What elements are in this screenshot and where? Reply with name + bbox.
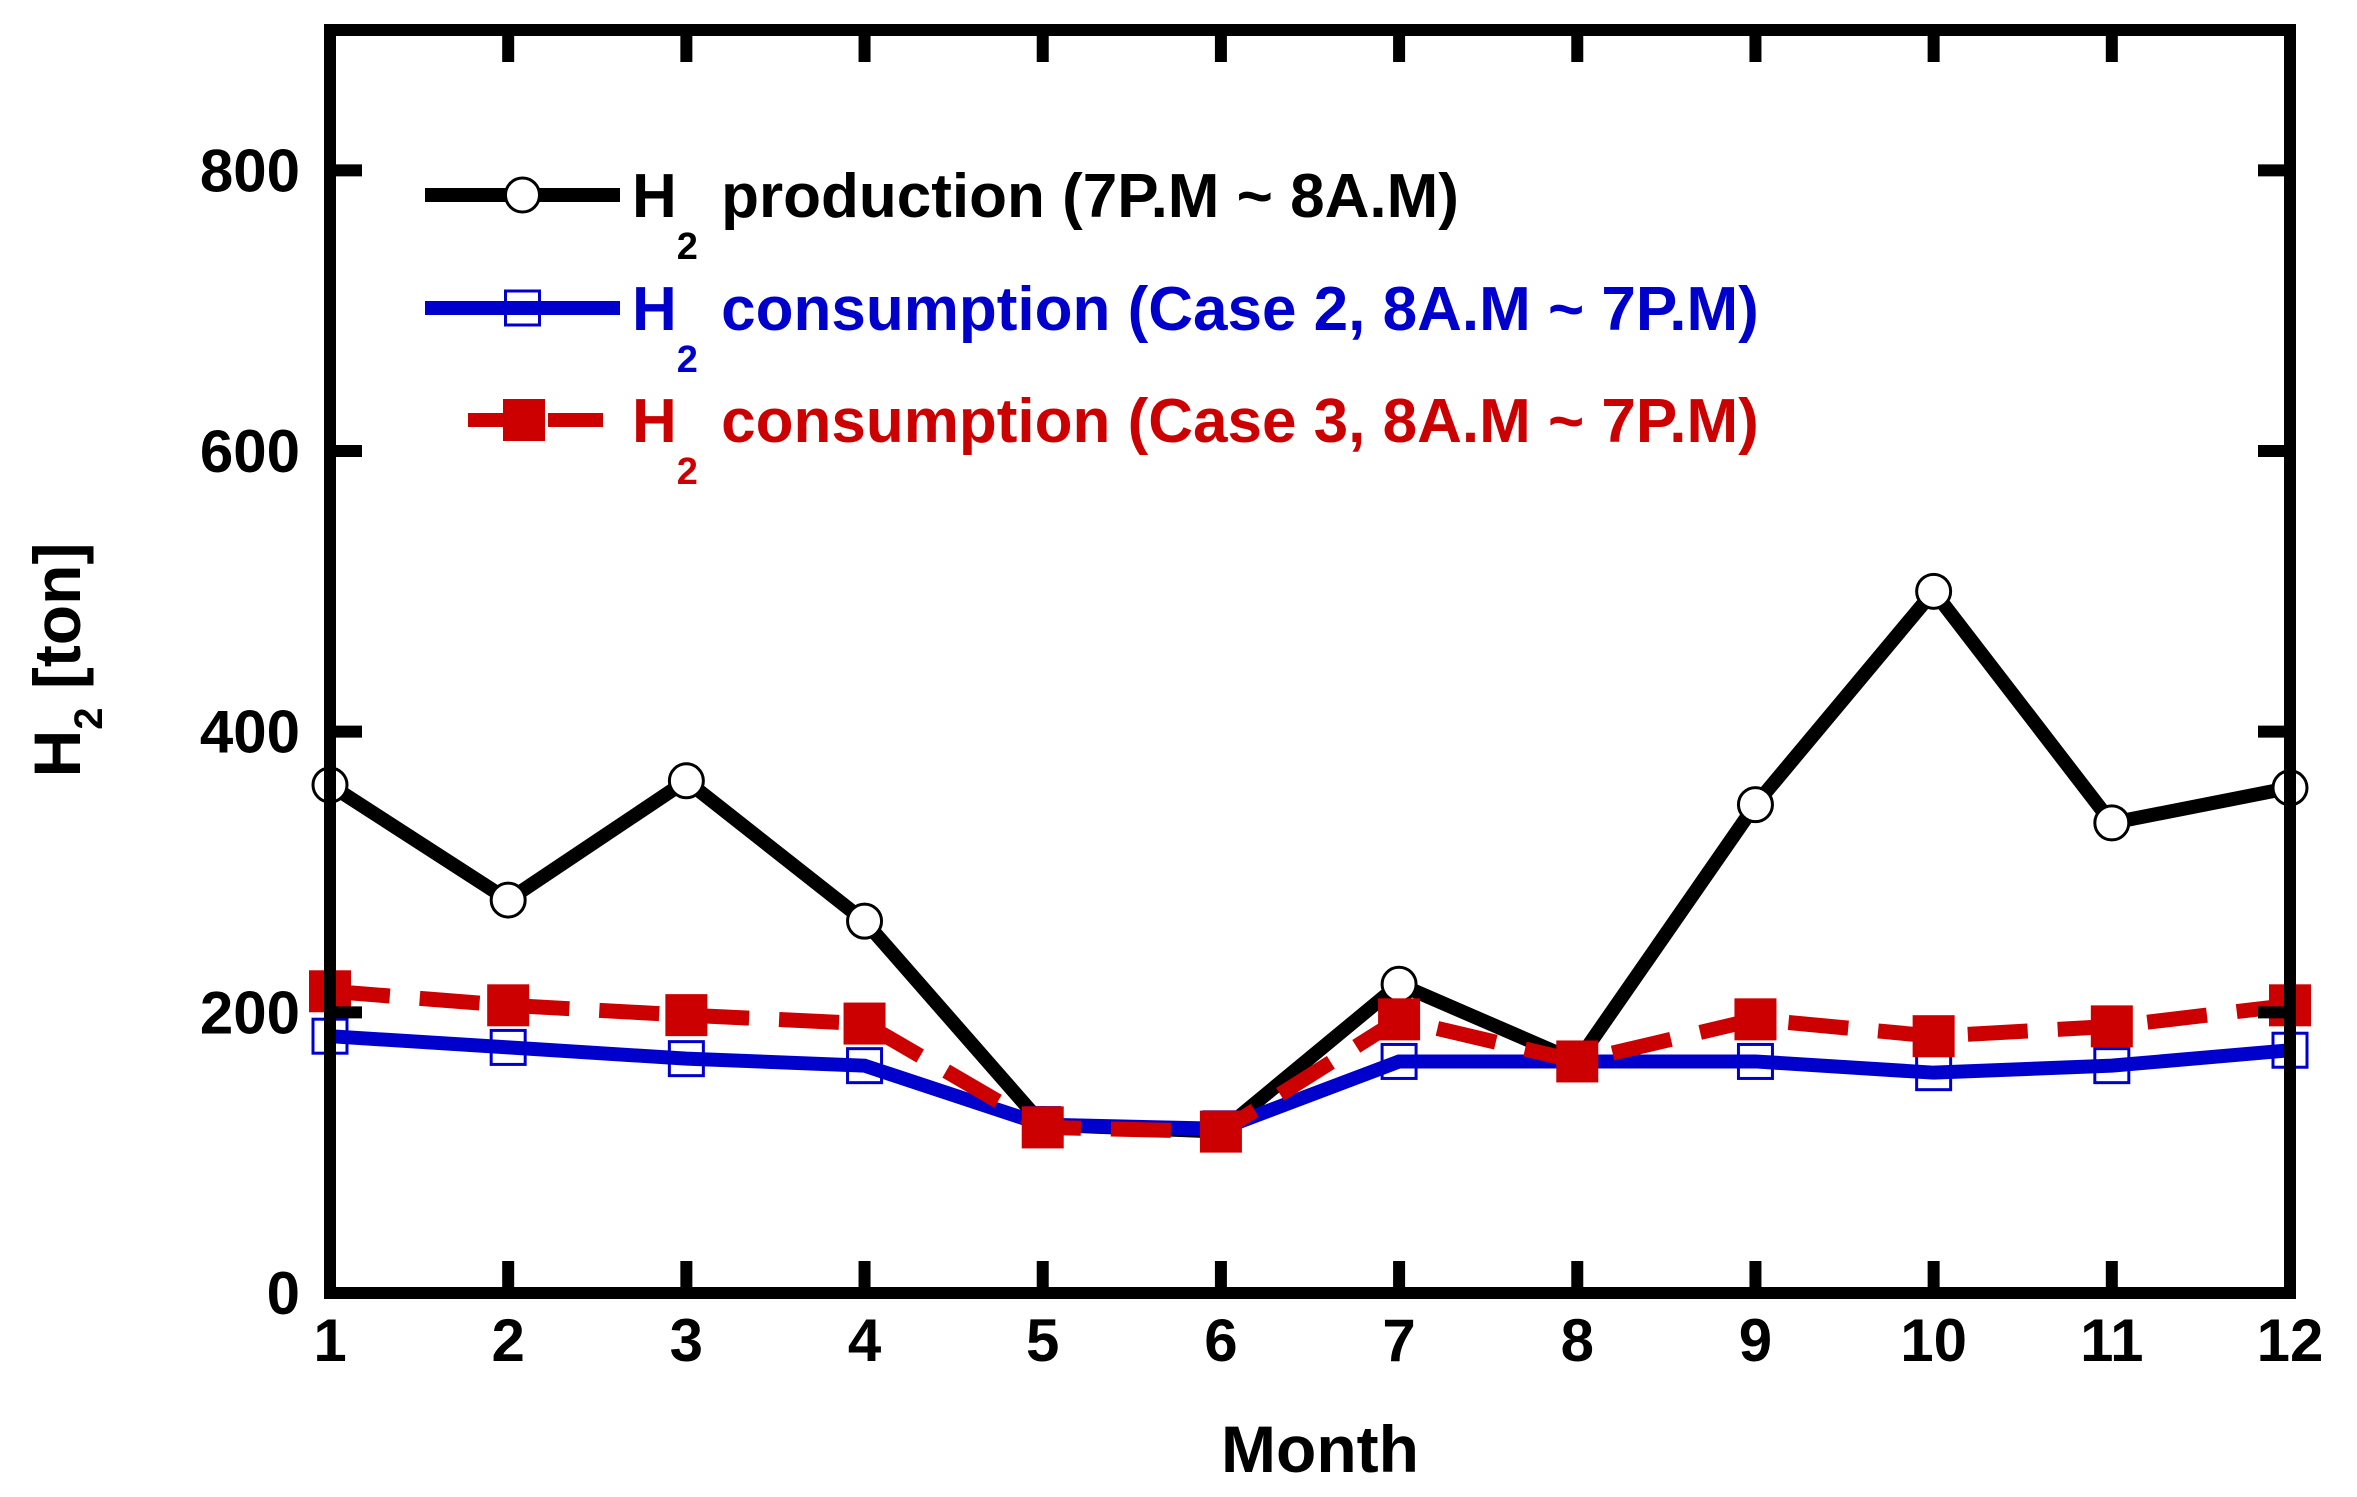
data-point [2093, 1047, 2131, 1085]
x-tick-label: 5 [1026, 1307, 1059, 1374]
data-point [846, 902, 884, 940]
y-axis-label: H2 [ton] [20, 543, 111, 778]
series-3 [309, 970, 2311, 1153]
x-tick-label: 8 [1561, 1307, 1594, 1374]
data-point [1380, 1042, 1418, 1080]
data-point [846, 1047, 884, 1085]
y-tick-label: 800 [200, 137, 300, 204]
series-1 [311, 572, 2309, 1151]
y-tick-label: 200 [200, 979, 300, 1046]
data-point [1915, 572, 1953, 610]
series-line [329, 1029, 2291, 1136]
legend-item-1: H2 production (7P.M ~ 8A.M) [425, 162, 1459, 268]
y-tick-label: 600 [200, 418, 300, 485]
legend-label: H2 production (7P.M ~ 8A.M) [632, 162, 1459, 268]
data-point [1736, 786, 1774, 824]
legend-marker [503, 399, 545, 441]
x-tick-label: 3 [670, 1307, 703, 1374]
ticks-layer [324, 30, 2296, 1299]
data-point [667, 1040, 705, 1078]
legend-marker [504, 176, 541, 214]
y-tick-label: 400 [200, 699, 300, 766]
x-tick-label: 1 [313, 1307, 346, 1374]
data-point [1736, 1042, 1774, 1080]
data-point [1912, 1015, 1955, 1058]
data-point [1734, 998, 1777, 1041]
data-point [489, 881, 527, 919]
series-line [326, 580, 2292, 1139]
series-layer [309, 572, 2311, 1153]
plot-frame [324, 24, 2296, 1299]
legend-label: H2 consumption (Case 2, 8A.M ~ 7P.M) [632, 275, 1759, 381]
data-point [489, 1028, 527, 1066]
data-point [1378, 998, 1421, 1041]
data-point [487, 984, 530, 1027]
legend-label: H2 consumption (Case 3, 8A.M ~ 7P.M) [632, 387, 1759, 493]
legend-item-3: H2 consumption (Case 3, 8A.M ~ 7P.M) [468, 387, 1759, 493]
legend-marker [504, 289, 541, 327]
data-point [2090, 1005, 2133, 1048]
y-tick-label: 0 [267, 1260, 300, 1327]
x-tick-label: 7 [1382, 1307, 1415, 1374]
x-tick-label: 9 [1739, 1307, 1772, 1374]
data-point [667, 762, 705, 800]
data-point [1556, 1040, 1599, 1083]
data-point [1021, 1106, 1064, 1149]
x-tick-label: 11 [2080, 1307, 2143, 1374]
x-tick-label: 2 [491, 1307, 524, 1374]
data-point [665, 994, 708, 1037]
x-tick-label: 10 [1900, 1307, 1967, 1374]
legend-item-2: H2 consumption (Case 2, 8A.M ~ 7P.M) [425, 275, 1759, 381]
data-point [1199, 1110, 1242, 1153]
x-tick-label: 6 [1204, 1307, 1237, 1374]
series-line [329, 983, 2291, 1140]
legend: H2 production (7P.M ~ 8A.M)H2 consumptio… [425, 162, 1759, 493]
x-tick-label: 12 [2257, 1307, 2324, 1374]
data-point [843, 1002, 886, 1045]
data-point [2093, 804, 2131, 842]
x-axis-label: Month [1221, 1412, 1419, 1486]
x-tick-label: 4 [848, 1307, 882, 1374]
data-point [1380, 965, 1418, 1003]
